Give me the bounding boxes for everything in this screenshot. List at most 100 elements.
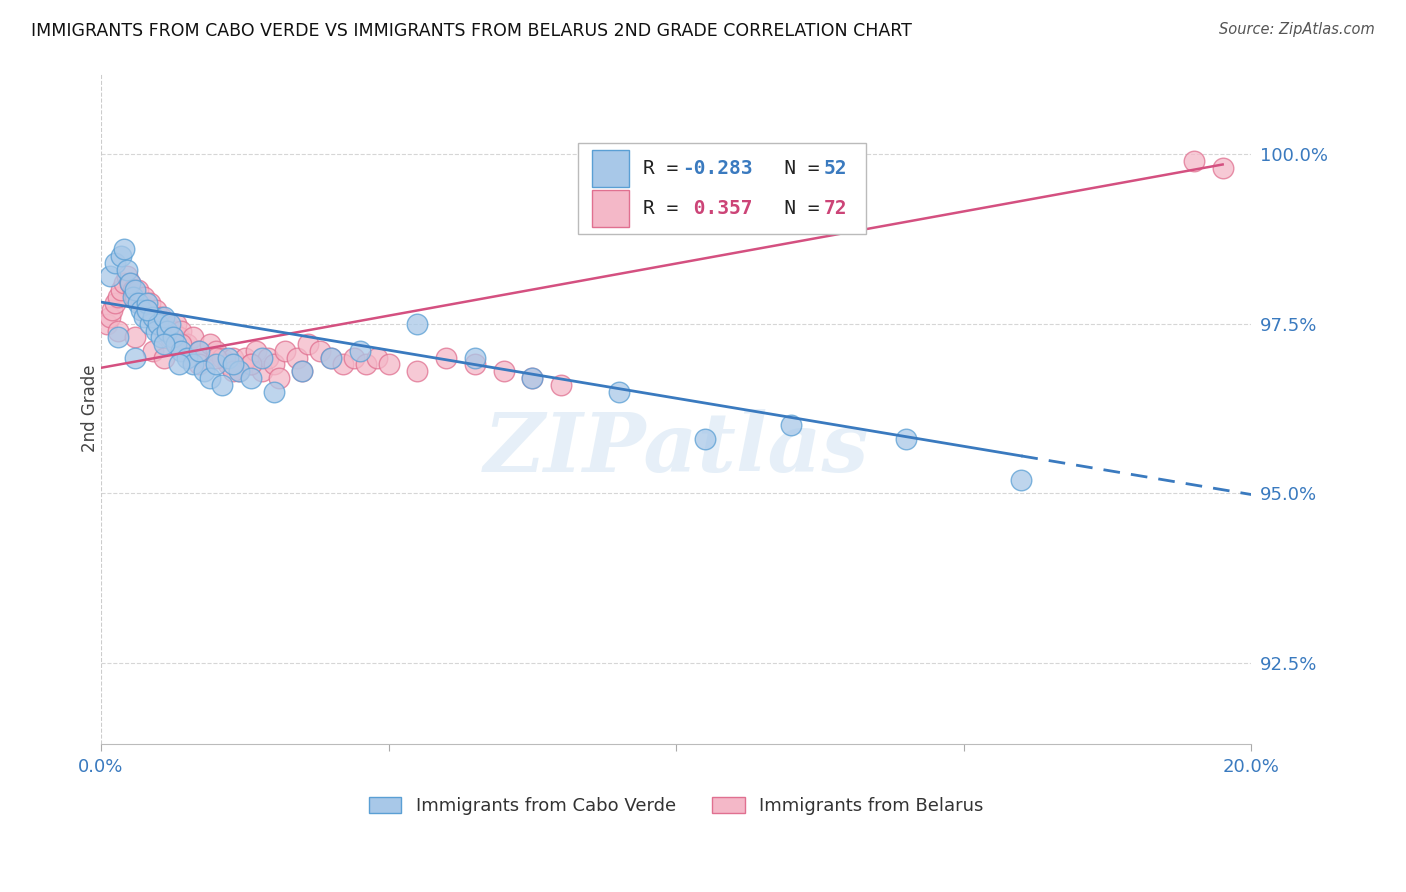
Point xyxy=(142,343,165,358)
Point xyxy=(607,384,630,399)
Point xyxy=(291,364,314,378)
Point xyxy=(112,276,135,290)
Point xyxy=(492,364,515,378)
FancyBboxPatch shape xyxy=(578,144,866,234)
Point xyxy=(136,303,159,318)
Point xyxy=(250,351,273,365)
Point xyxy=(464,351,486,365)
Point xyxy=(156,324,179,338)
Point xyxy=(159,330,181,344)
Point xyxy=(167,330,190,344)
Text: N =: N = xyxy=(748,160,831,178)
Point xyxy=(107,330,129,344)
Point xyxy=(193,364,215,378)
Point xyxy=(406,317,429,331)
Text: N =: N = xyxy=(748,199,831,219)
Point xyxy=(269,371,291,385)
Point xyxy=(107,290,129,304)
Point xyxy=(228,364,250,378)
Point xyxy=(217,351,239,365)
Point xyxy=(200,337,222,351)
Point xyxy=(319,351,342,365)
Point xyxy=(233,351,256,365)
Bar xyxy=(592,190,628,227)
Point xyxy=(693,432,716,446)
Point xyxy=(150,310,173,324)
Point xyxy=(291,364,314,378)
Point xyxy=(118,276,141,290)
Point xyxy=(308,343,330,358)
Point xyxy=(522,371,544,385)
Point xyxy=(285,351,308,365)
Point xyxy=(167,358,190,372)
Point xyxy=(205,358,228,372)
Point xyxy=(187,343,209,358)
Point xyxy=(228,364,250,378)
Point xyxy=(115,262,138,277)
Point xyxy=(124,283,146,297)
Point xyxy=(354,358,377,372)
Point xyxy=(222,351,245,365)
Point xyxy=(193,351,215,365)
Point xyxy=(104,256,127,270)
Point xyxy=(170,343,193,358)
Text: Source: ZipAtlas.com: Source: ZipAtlas.com xyxy=(1219,22,1375,37)
Bar xyxy=(592,151,628,187)
Point xyxy=(165,317,187,331)
Point xyxy=(343,351,366,365)
Point xyxy=(205,351,228,365)
Point xyxy=(153,337,176,351)
Point xyxy=(176,337,198,351)
Point xyxy=(1182,154,1205,169)
Point xyxy=(129,303,152,318)
Point xyxy=(127,296,149,310)
Point xyxy=(124,351,146,365)
Point xyxy=(132,290,155,304)
Point xyxy=(142,310,165,324)
Point xyxy=(142,310,165,324)
Point xyxy=(250,364,273,378)
Point xyxy=(136,296,159,310)
Point xyxy=(274,343,297,358)
Point xyxy=(139,317,162,331)
Text: R =: R = xyxy=(643,199,690,219)
Point xyxy=(96,317,118,331)
Text: -0.283: -0.283 xyxy=(682,160,752,178)
Point xyxy=(319,351,342,365)
Point xyxy=(127,283,149,297)
Text: 52: 52 xyxy=(824,160,846,178)
Point xyxy=(110,283,132,297)
Point xyxy=(98,310,121,324)
Point xyxy=(148,317,170,331)
Point xyxy=(464,358,486,372)
Text: IMMIGRANTS FROM CABO VERDE VS IMMIGRANTS FROM BELARUS 2ND GRADE CORRELATION CHAR: IMMIGRANTS FROM CABO VERDE VS IMMIGRANTS… xyxy=(31,22,912,40)
Point xyxy=(434,351,457,365)
Point xyxy=(181,358,204,372)
Point xyxy=(170,337,193,351)
Point xyxy=(170,324,193,338)
Legend: Immigrants from Cabo Verde, Immigrants from Belarus: Immigrants from Cabo Verde, Immigrants f… xyxy=(361,790,991,822)
Point xyxy=(145,324,167,338)
Point xyxy=(205,343,228,358)
Point xyxy=(550,377,572,392)
Point xyxy=(139,296,162,310)
Point xyxy=(263,384,285,399)
Point xyxy=(124,330,146,344)
Point xyxy=(121,283,143,297)
Text: R =: R = xyxy=(643,160,690,178)
Point xyxy=(136,303,159,318)
Point xyxy=(107,324,129,338)
Point xyxy=(297,337,319,351)
Point xyxy=(239,358,262,372)
Point xyxy=(200,371,222,385)
Point xyxy=(145,303,167,318)
Point xyxy=(211,351,233,365)
Point xyxy=(156,317,179,331)
Point xyxy=(211,377,233,392)
Point xyxy=(118,276,141,290)
Point xyxy=(153,324,176,338)
Point xyxy=(256,351,278,365)
Point xyxy=(522,371,544,385)
Point xyxy=(406,364,429,378)
Point xyxy=(148,317,170,331)
